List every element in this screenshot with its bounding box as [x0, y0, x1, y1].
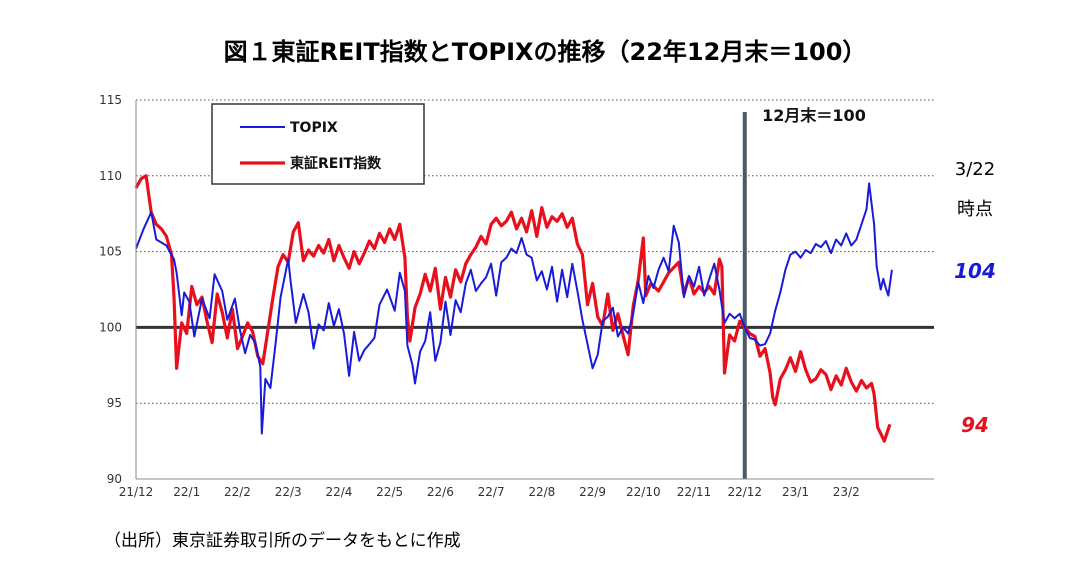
- y-tick-label: 100: [99, 320, 122, 334]
- x-tick-label: 22/12: [727, 485, 762, 499]
- x-tick-label: 22/1: [173, 485, 200, 499]
- legend-reit-label: 東証REIT指数: [290, 155, 382, 172]
- x-tick-label: 22/8: [528, 485, 555, 499]
- topix-end-value: 104: [954, 259, 996, 283]
- x-tick-label: 22/7: [478, 485, 505, 499]
- y-tick-label: 95: [107, 396, 122, 410]
- x-tick-label: 22/10: [626, 485, 661, 499]
- legend: TOPIX 東証REIT指数: [211, 103, 425, 185]
- source-note: （出所）東京証券取引所のデータをもとに作成: [104, 530, 461, 551]
- x-axis-ticks: 21/12 22/1 22/2 22/3 22/4 22/5 22/6 22/7 22/8 22/…: [119, 485, 860, 499]
- chart-title: 図１東証REIT指数とTOPIXの推移（22年12月末＝100）: [224, 38, 867, 66]
- series-reit-line: [134, 174, 892, 443]
- x-tick-label: 22/3: [275, 485, 302, 499]
- x-tick-label: 22/5: [376, 485, 403, 499]
- x-tick-label: 22/9: [579, 485, 606, 499]
- y-tick-label: 105: [99, 245, 122, 259]
- y-tick-label: 115: [99, 93, 122, 107]
- date-note-line2: 時点: [957, 199, 993, 220]
- x-tick-label: 22/11: [677, 485, 712, 499]
- x-tick-label: 21/12: [119, 485, 154, 499]
- vline-label: 12月末＝100: [762, 106, 866, 125]
- x-tick-label: 23/2: [833, 485, 860, 499]
- legend-box: [211, 103, 425, 185]
- date-note-line1: 3/22: [955, 159, 995, 180]
- x-tick-label: 22/2: [224, 485, 251, 499]
- y-tick-label: 110: [99, 169, 122, 183]
- x-tick-label: 22/6: [427, 485, 454, 499]
- y-tick-label: 90: [107, 472, 122, 486]
- x-tick-label: 23/1: [782, 485, 809, 499]
- series-topix-line: [135, 182, 893, 435]
- legend-topix-label: TOPIX: [290, 120, 338, 136]
- reit-end-value: 94: [961, 413, 989, 437]
- x-tick-label: 22/4: [325, 485, 352, 499]
- y-axis-ticks: 90 95 100 105 110 115: [99, 93, 122, 486]
